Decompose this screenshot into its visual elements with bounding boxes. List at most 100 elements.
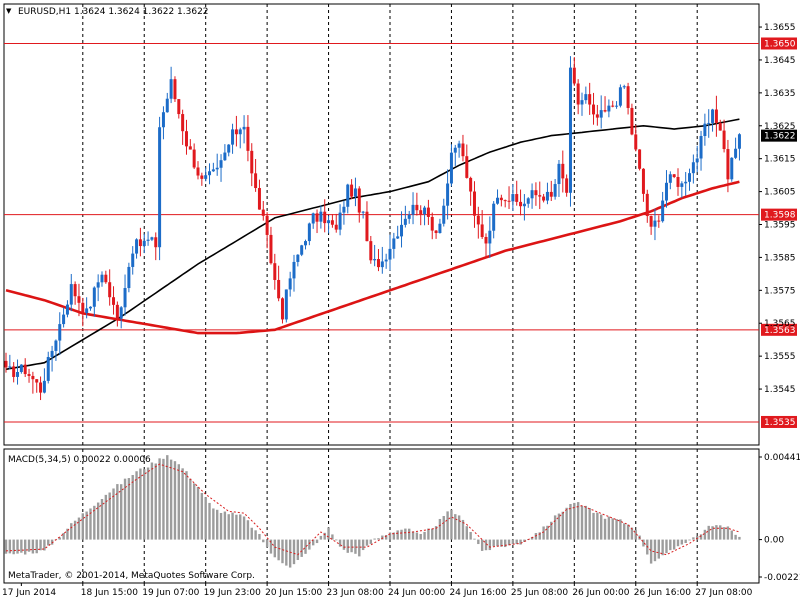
macd-bar[interactable] bbox=[734, 534, 737, 540]
candle[interactable] bbox=[737, 133, 741, 161]
macd-bar[interactable] bbox=[73, 520, 77, 540]
macd-bar[interactable] bbox=[66, 528, 69, 540]
candle[interactable] bbox=[622, 84, 626, 90]
candle[interactable] bbox=[530, 183, 534, 209]
macd-bar[interactable] bbox=[296, 539, 300, 561]
macd-bar[interactable] bbox=[484, 539, 488, 551]
candle[interactable] bbox=[634, 125, 638, 152]
macd-bar[interactable] bbox=[427, 528, 430, 540]
macd-bar[interactable] bbox=[600, 514, 603, 540]
macd-bar[interactable] bbox=[100, 498, 104, 540]
candle[interactable] bbox=[242, 115, 246, 144]
candle[interactable] bbox=[403, 205, 407, 228]
candle[interactable] bbox=[108, 269, 112, 306]
macd-bar[interactable] bbox=[319, 535, 323, 540]
macd-bar[interactable] bbox=[438, 518, 442, 540]
macd-bar[interactable] bbox=[411, 531, 415, 540]
macd-bar[interactable] bbox=[93, 505, 96, 540]
macd-bar[interactable] bbox=[143, 469, 146, 540]
macd-bar[interactable] bbox=[146, 467, 150, 540]
candle[interactable] bbox=[722, 119, 726, 153]
candle[interactable] bbox=[419, 205, 423, 226]
macd-bar[interactable] bbox=[96, 502, 100, 540]
candle[interactable] bbox=[503, 199, 507, 208]
candle[interactable] bbox=[288, 271, 292, 297]
candle[interactable] bbox=[100, 271, 104, 287]
candle[interactable] bbox=[200, 172, 204, 186]
candle[interactable] bbox=[542, 193, 546, 203]
candle[interactable] bbox=[645, 189, 649, 223]
macd-bar[interactable] bbox=[653, 539, 657, 562]
macd-bar[interactable] bbox=[561, 511, 564, 540]
macd-bar[interactable] bbox=[312, 539, 315, 546]
macd-bar[interactable] bbox=[573, 502, 576, 540]
candle[interactable] bbox=[607, 99, 611, 118]
candle[interactable] bbox=[653, 208, 657, 241]
macd-bar[interactable] bbox=[384, 535, 388, 540]
candle[interactable] bbox=[695, 145, 699, 173]
candle[interactable] bbox=[684, 171, 688, 196]
candle[interactable] bbox=[407, 210, 411, 224]
candle[interactable] bbox=[265, 212, 269, 249]
macd-bar[interactable] bbox=[630, 527, 634, 540]
macd-bar[interactable] bbox=[131, 475, 134, 540]
macd-bar[interactable] bbox=[212, 508, 215, 540]
candle[interactable] bbox=[46, 351, 50, 384]
macd-bar[interactable] bbox=[277, 539, 280, 561]
macd-bar[interactable] bbox=[665, 539, 668, 554]
macd-bar[interactable] bbox=[12, 539, 15, 555]
macd-bar[interactable] bbox=[246, 520, 250, 540]
macd-bar[interactable] bbox=[231, 512, 234, 540]
macd-bar[interactable] bbox=[711, 526, 714, 540]
candle[interactable] bbox=[65, 300, 69, 318]
candle[interactable] bbox=[323, 199, 327, 233]
price-axis[interactable]: 1.3655 1.3645 1.3635 1.3625 1.3615 1.3605 1.35… bbox=[759, 23, 797, 395]
macd-bar[interactable] bbox=[480, 539, 484, 551]
macd-bar[interactable] bbox=[338, 539, 342, 547]
candle[interactable] bbox=[691, 154, 695, 184]
candle[interactable] bbox=[734, 137, 738, 160]
candle[interactable] bbox=[62, 307, 66, 328]
candle[interactable] bbox=[580, 92, 584, 116]
macd-bar[interactable] bbox=[269, 539, 273, 554]
candle[interactable] bbox=[77, 283, 81, 317]
candle[interactable] bbox=[476, 206, 480, 239]
macd-bar[interactable] bbox=[304, 539, 307, 554]
macd-bar[interactable] bbox=[50, 539, 54, 545]
macd-bar[interactable] bbox=[450, 509, 453, 540]
candle[interactable] bbox=[23, 358, 27, 378]
macd-bar[interactable] bbox=[703, 529, 707, 540]
macd-bar[interactable] bbox=[181, 468, 184, 540]
macd-bar[interactable] bbox=[688, 539, 691, 541]
candle[interactable] bbox=[357, 186, 361, 223]
candle[interactable] bbox=[58, 312, 62, 356]
candle[interactable] bbox=[688, 168, 692, 191]
candle[interactable] bbox=[480, 210, 484, 239]
candle[interactable] bbox=[188, 139, 192, 150]
macd-bar[interactable] bbox=[523, 539, 526, 542]
candle[interactable] bbox=[384, 253, 388, 269]
candle[interactable] bbox=[127, 262, 131, 293]
candle[interactable] bbox=[161, 106, 165, 140]
macd-bar[interactable] bbox=[722, 527, 726, 540]
candle[interactable] bbox=[327, 215, 331, 234]
candle[interactable] bbox=[165, 92, 169, 113]
candle[interactable] bbox=[208, 163, 212, 185]
macd-bar[interactable] bbox=[139, 468, 142, 540]
candle[interactable] bbox=[138, 227, 142, 257]
candle[interactable] bbox=[373, 244, 377, 267]
macd-bar[interactable] bbox=[730, 530, 733, 540]
macd-bar[interactable] bbox=[726, 526, 730, 540]
macd-bar[interactable] bbox=[669, 539, 672, 551]
candle[interactable] bbox=[350, 179, 354, 200]
candle[interactable] bbox=[85, 297, 89, 319]
macd-bar[interactable] bbox=[377, 538, 380, 540]
macd-bar[interactable] bbox=[546, 525, 549, 540]
macd-bar[interactable] bbox=[135, 471, 138, 540]
candle[interactable] bbox=[196, 161, 200, 180]
macd-bar[interactable] bbox=[24, 539, 27, 555]
candle[interactable] bbox=[672, 174, 676, 179]
macd-bar[interactable] bbox=[592, 512, 595, 540]
macd-bar[interactable] bbox=[576, 502, 580, 540]
candle[interactable] bbox=[442, 198, 446, 227]
